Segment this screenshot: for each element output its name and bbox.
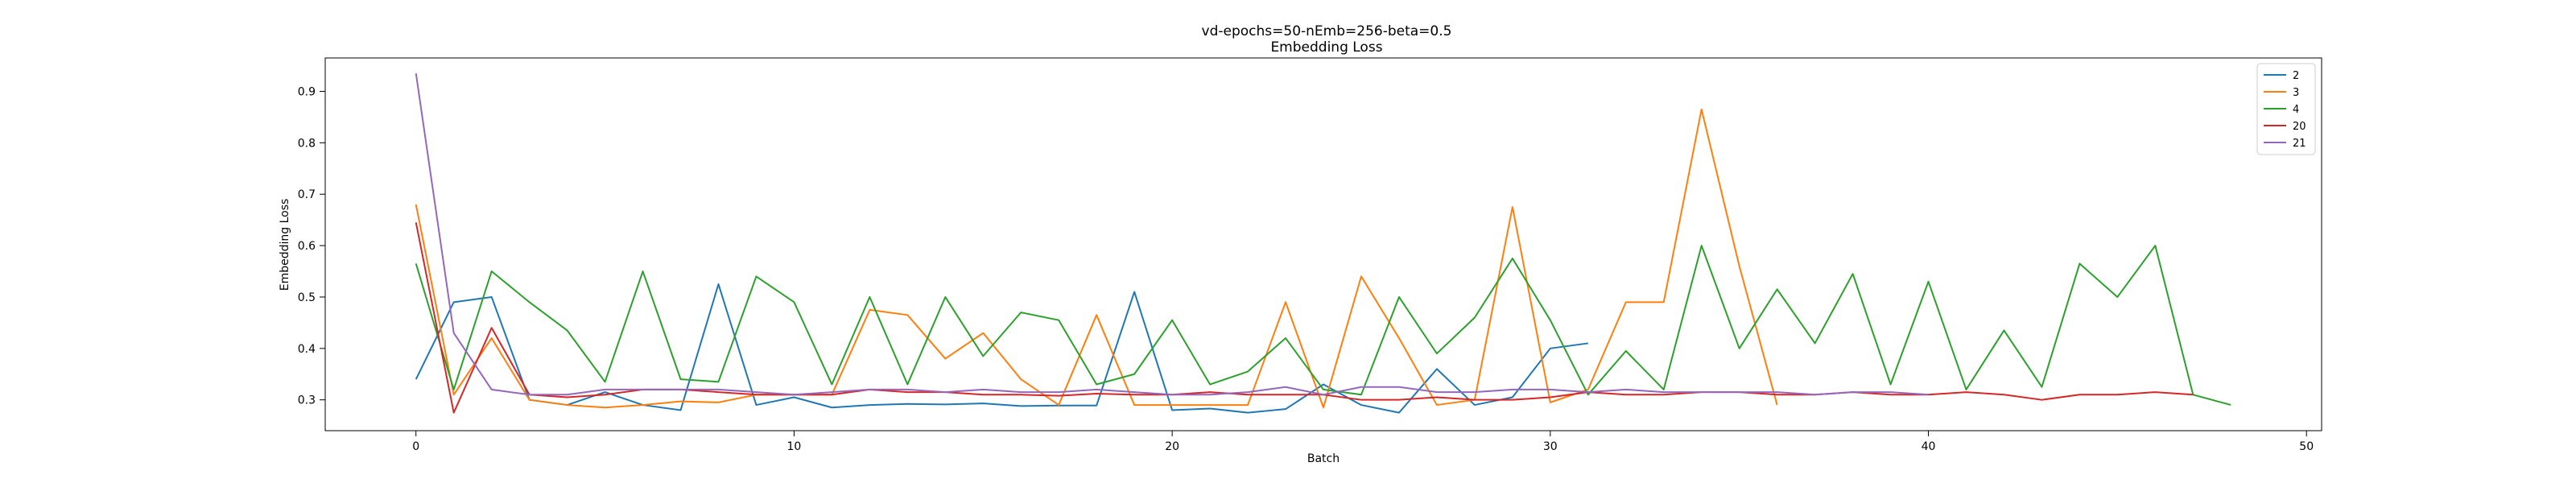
chart-title-group: vd-epochs=50-nEmb=256-beta=0.5 Embedding… [1202,23,1452,56]
plot-area [324,57,2322,431]
x-tick-label: 30 [1543,440,1558,453]
chart-subtitle: Embedding Loss [1270,39,1382,56]
y-tick-label: 0.9 [298,86,316,99]
x-tick-label: 50 [2299,440,2314,453]
series-line-4 [415,245,2231,407]
y-tick-label: 0.4 [298,343,316,356]
legend-label: 4 [2293,104,2299,116]
x-axis-label: Batch [1307,452,1340,465]
legend-label: 2 [2293,70,2299,82]
y-tick-label: 0.3 [298,394,316,407]
y-tick-label: 0.5 [298,291,316,304]
series-line-21 [415,73,1929,396]
x-tick-label: 40 [1922,440,1936,453]
x-tick-label: 0 [412,440,419,453]
series-lines [415,73,2231,414]
series-line-2 [415,283,1588,414]
legend-label: 20 [2293,121,2306,133]
legend-label: 3 [2293,87,2299,99]
y-axis: 0.3 0.4 0.5 0.6 0.7 0.8 0.9 [298,86,325,407]
x-tick-label: 20 [1165,440,1179,453]
legend: 2 3 4 20 21 [2256,63,2316,155]
y-tick-label: 0.8 [298,137,316,150]
y-tick-label: 0.7 [298,188,316,201]
series-line-20 [415,222,2194,414]
legend-label: 21 [2293,138,2306,150]
series-line-3 [415,108,1778,409]
x-axis: 0 10 20 30 40 50 [412,431,2314,453]
y-tick-label: 0.6 [298,240,316,253]
x-tick-label: 10 [787,440,802,453]
y-axis-label: Embedding Loss [279,199,291,291]
chart-title: vd-epochs=50-nEmb=256-beta=0.5 [1202,23,1452,39]
